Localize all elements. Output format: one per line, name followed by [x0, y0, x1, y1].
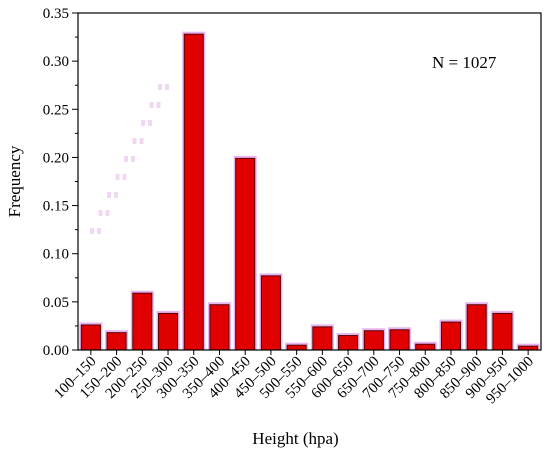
bar: [80, 324, 101, 351]
bar: [363, 330, 384, 351]
decor-dot: [141, 120, 145, 126]
bar: [286, 344, 307, 351]
bar: [158, 312, 179, 351]
bar-group: [79, 31, 540, 351]
decor-dot: [90, 228, 94, 234]
x-axis: 100–150150–200200–250250–300300–350350–4…: [51, 350, 537, 407]
decor-dot: [131, 156, 135, 162]
y-tick-label: 0.30: [43, 54, 69, 70]
decor-dot: [107, 192, 111, 198]
decor-dot: [149, 102, 154, 108]
y-tick-label: 0.10: [43, 247, 69, 263]
bar: [209, 304, 230, 351]
decor-dot: [124, 156, 128, 162]
y-tick-label: 0.05: [43, 295, 69, 311]
decor-dot: [158, 84, 162, 90]
bar: [132, 292, 153, 351]
bar: [235, 157, 256, 351]
y-tick-label: 0.00: [43, 343, 69, 359]
decor-dot: [98, 210, 103, 216]
bar: [466, 304, 487, 351]
decor-dot: [139, 138, 144, 144]
bar: [338, 335, 359, 351]
y-axis: 0.00 0.05 0.10 0.15 0.20 0.25 0.30 0.35: [43, 6, 78, 359]
y-tick-label: 0.15: [43, 199, 69, 215]
decor-dot: [132, 138, 137, 144]
bar: [389, 329, 410, 351]
decor-dot: [97, 228, 101, 234]
bar: [492, 312, 513, 351]
bar: [260, 275, 281, 351]
y-tick-label: 0.20: [43, 150, 69, 166]
decor-dot: [165, 84, 169, 90]
bar: [312, 326, 333, 351]
y-axis-title: Frequency: [5, 145, 24, 217]
y-tick-label: 0.35: [43, 6, 69, 22]
bar: [106, 332, 127, 351]
decor-dot: [148, 120, 152, 126]
y-tick-label: 0.25: [43, 102, 69, 118]
decor-dot: [156, 102, 161, 108]
decor-dot: [105, 210, 110, 216]
bar: [183, 33, 204, 351]
bar: [415, 343, 436, 351]
decor-dot: [122, 174, 127, 180]
bar: [440, 321, 461, 351]
decor-dot: [114, 192, 118, 198]
faint-background-dots: [90, 84, 169, 234]
decor-dot: [115, 174, 120, 180]
x-axis-title: Height (hpa): [252, 429, 338, 448]
sample-size-annotation: N = 1027: [432, 53, 497, 72]
